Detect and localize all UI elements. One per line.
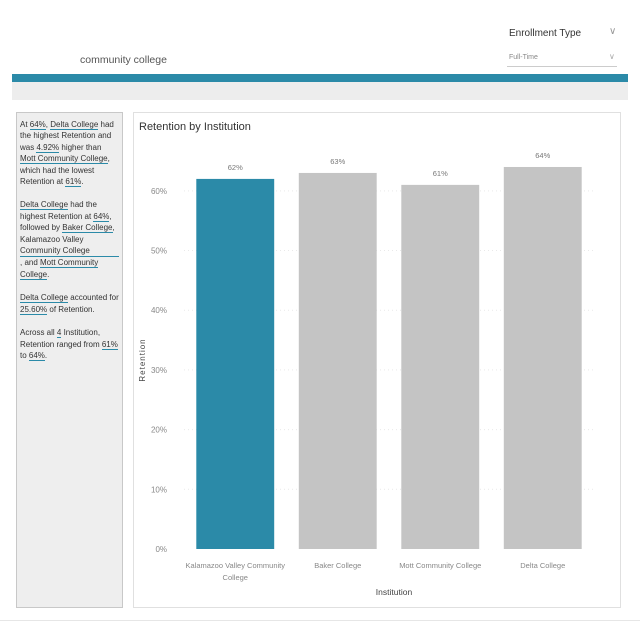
x-axis-label: Institution bbox=[376, 587, 413, 597]
narrative-text: to bbox=[20, 350, 29, 360]
narrative-value: 61% bbox=[101, 339, 118, 350]
x-tick-label: Baker College bbox=[314, 561, 361, 570]
narrative-value: 4 bbox=[56, 328, 62, 339]
narrative-paragraph-4: Across all 4 Institution, Retention rang… bbox=[20, 327, 119, 361]
narrative-text: accounted for bbox=[68, 293, 119, 303]
narrative-text: At bbox=[20, 120, 30, 129]
narrative-text: , and bbox=[20, 258, 41, 268]
chart-panel[interactable]: Retention by Institution 0% 10% 20% 30% 40% 5… bbox=[133, 112, 621, 608]
narrative-text: , followed by bbox=[20, 211, 112, 233]
narrative-value: Kalamazoo Valley Community College bbox=[20, 234, 119, 258]
dropdown-underline bbox=[507, 66, 617, 67]
narrative-text: . bbox=[47, 269, 50, 279]
narrative-value: 4.92% bbox=[36, 142, 60, 153]
x-tick-label: Mott Community College bbox=[399, 561, 481, 570]
dropdown-value[interactable]: Full-Time bbox=[509, 54, 538, 61]
narrative-value: Mott Community College bbox=[20, 154, 108, 165]
bar[interactable] bbox=[401, 184, 480, 549]
narrative-text: , which had the lowest Retention at bbox=[20, 154, 110, 187]
narrative-value: 25.60% bbox=[20, 304, 48, 315]
y-axis-label: Retention bbox=[138, 338, 147, 381]
x-tick-label: Delta College bbox=[520, 561, 565, 570]
page-title: community college bbox=[80, 54, 167, 66]
bottom-divider bbox=[0, 620, 640, 621]
narrative-paragraph-2: Delta College had the highest Retention … bbox=[20, 199, 119, 280]
narrative-text: , bbox=[45, 120, 51, 129]
narrative-value: 61% bbox=[65, 177, 82, 188]
header-banner bbox=[12, 74, 628, 82]
narrative-value: Delta College bbox=[20, 200, 69, 211]
header-subband bbox=[12, 82, 628, 100]
narrative-text: , bbox=[112, 223, 115, 233]
y-tick-label: 40% bbox=[151, 306, 167, 315]
chevron-down-icon[interactable]: ∨ bbox=[609, 52, 615, 61]
narrative-text: higher than bbox=[59, 142, 102, 152]
narrative-text: Across all bbox=[20, 328, 57, 338]
narrative-value: Baker College bbox=[62, 223, 113, 234]
bar-chart[interactable]: 0% 10% 20% 30% 40% 50% 60% Retention 62% Kalamazo… bbox=[134, 113, 622, 609]
narrative-value: Delta College bbox=[50, 120, 99, 130]
bar[interactable] bbox=[503, 166, 582, 549]
y-tick-label: 60% bbox=[151, 187, 167, 196]
narrative-text: Institution, Retention ranged from bbox=[20, 328, 102, 349]
narrative-value: 64% bbox=[93, 211, 110, 222]
y-tick-label: 0% bbox=[155, 545, 167, 554]
narrative-text: . bbox=[81, 177, 84, 187]
narrative-paragraph-1: At 64%, Delta College had the highest Re… bbox=[20, 119, 119, 188]
bar[interactable] bbox=[196, 178, 275, 549]
bar[interactable] bbox=[298, 172, 377, 549]
narrative-text: had the highest Retention at bbox=[20, 200, 97, 221]
chart-title: Retention by Institution bbox=[139, 121, 251, 133]
y-tick-label: 30% bbox=[151, 366, 167, 375]
narrative-value: 64% bbox=[29, 120, 46, 130]
narrative-text: . bbox=[44, 350, 48, 360]
narrative-value: Delta College bbox=[20, 293, 69, 304]
slicer-label: Enrollment Type bbox=[509, 28, 582, 39]
slicer-collapse-icon[interactable]: ∨ bbox=[609, 26, 617, 37]
smart-narrative: At 64%, Delta College had the highest Re… bbox=[16, 112, 123, 608]
y-tick-label: 50% bbox=[151, 247, 167, 256]
x-tick-label: College bbox=[223, 573, 248, 582]
narrative-text: of Retention. bbox=[47, 304, 95, 314]
narrative-value: Mott Community College bbox=[20, 258, 99, 280]
narrative-paragraph-3: Delta College accounted for 25.60% of Re… bbox=[20, 292, 119, 315]
x-tick-label: Kalamazoo Valley Community bbox=[186, 561, 286, 570]
narrative-value: 64% bbox=[28, 350, 45, 361]
y-tick-label: 20% bbox=[151, 426, 167, 435]
data-label: 62% bbox=[228, 163, 243, 172]
data-label: 64% bbox=[535, 151, 550, 160]
data-label: 63% bbox=[330, 157, 345, 166]
data-label: 61% bbox=[433, 169, 448, 178]
narrative-text: had the highest Retention and was bbox=[20, 120, 114, 152]
y-tick-label: 10% bbox=[151, 485, 167, 494]
